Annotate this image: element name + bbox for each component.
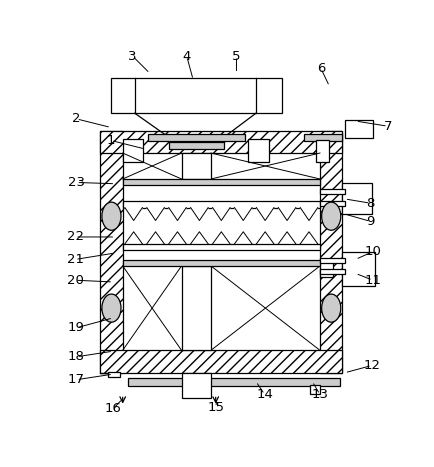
Polygon shape (191, 232, 208, 244)
Text: 1: 1 (107, 134, 115, 147)
Bar (310, 385, 320, 394)
Bar (320, 189, 345, 194)
Text: 14: 14 (256, 388, 273, 401)
Polygon shape (125, 232, 142, 244)
Bar (316, 141, 329, 162)
Bar (168, 142, 224, 149)
Text: 13: 13 (312, 388, 329, 401)
Bar (123, 139, 144, 162)
Bar (123, 260, 320, 266)
Bar (100, 350, 342, 373)
Bar (100, 131, 342, 153)
Polygon shape (169, 207, 186, 220)
Text: 11: 11 (364, 274, 381, 287)
Polygon shape (147, 207, 164, 220)
Bar (181, 373, 211, 398)
Text: 9: 9 (366, 215, 375, 228)
Text: 22: 22 (66, 230, 84, 243)
Text: 2: 2 (72, 113, 81, 125)
Ellipse shape (102, 294, 121, 322)
Bar (248, 139, 269, 162)
Bar (320, 259, 333, 277)
Text: 15: 15 (207, 401, 224, 414)
Text: 8: 8 (366, 197, 375, 210)
Bar (100, 131, 123, 373)
Polygon shape (125, 207, 142, 220)
Bar (123, 179, 320, 185)
Ellipse shape (322, 202, 341, 230)
Polygon shape (147, 232, 164, 244)
Text: 16: 16 (105, 402, 122, 415)
Ellipse shape (322, 294, 341, 322)
Bar (181, 266, 211, 350)
Bar (123, 244, 320, 250)
Polygon shape (300, 207, 318, 220)
Bar (320, 131, 342, 373)
Bar (128, 378, 340, 386)
Ellipse shape (102, 202, 121, 230)
Bar (345, 120, 373, 138)
Bar (303, 134, 342, 141)
Polygon shape (256, 232, 274, 244)
Bar (111, 78, 282, 113)
Polygon shape (278, 207, 296, 220)
Bar (320, 258, 345, 263)
Bar (342, 183, 372, 214)
Bar (320, 201, 345, 206)
Text: 7: 7 (384, 120, 392, 133)
Text: 6: 6 (317, 62, 325, 75)
Text: 4: 4 (183, 50, 191, 63)
Polygon shape (300, 232, 318, 244)
Text: 23: 23 (68, 176, 85, 189)
Text: 18: 18 (68, 350, 85, 363)
Text: 21: 21 (66, 253, 84, 266)
Text: 12: 12 (363, 359, 380, 372)
Text: 5: 5 (232, 50, 241, 63)
Bar (320, 269, 345, 274)
Polygon shape (256, 207, 274, 220)
Bar (148, 134, 245, 141)
Bar (123, 201, 320, 207)
Polygon shape (278, 232, 296, 244)
Bar (342, 252, 375, 286)
Polygon shape (191, 207, 208, 220)
Polygon shape (234, 207, 252, 220)
Text: 10: 10 (364, 245, 381, 258)
Text: 19: 19 (68, 321, 85, 334)
Text: 17: 17 (68, 373, 85, 386)
Bar (181, 153, 211, 179)
Text: 3: 3 (128, 50, 137, 63)
Polygon shape (213, 207, 230, 220)
Text: 20: 20 (67, 274, 83, 287)
Polygon shape (169, 232, 186, 244)
Bar (123, 153, 320, 350)
Polygon shape (213, 232, 230, 244)
Bar (108, 372, 120, 377)
Polygon shape (234, 232, 252, 244)
